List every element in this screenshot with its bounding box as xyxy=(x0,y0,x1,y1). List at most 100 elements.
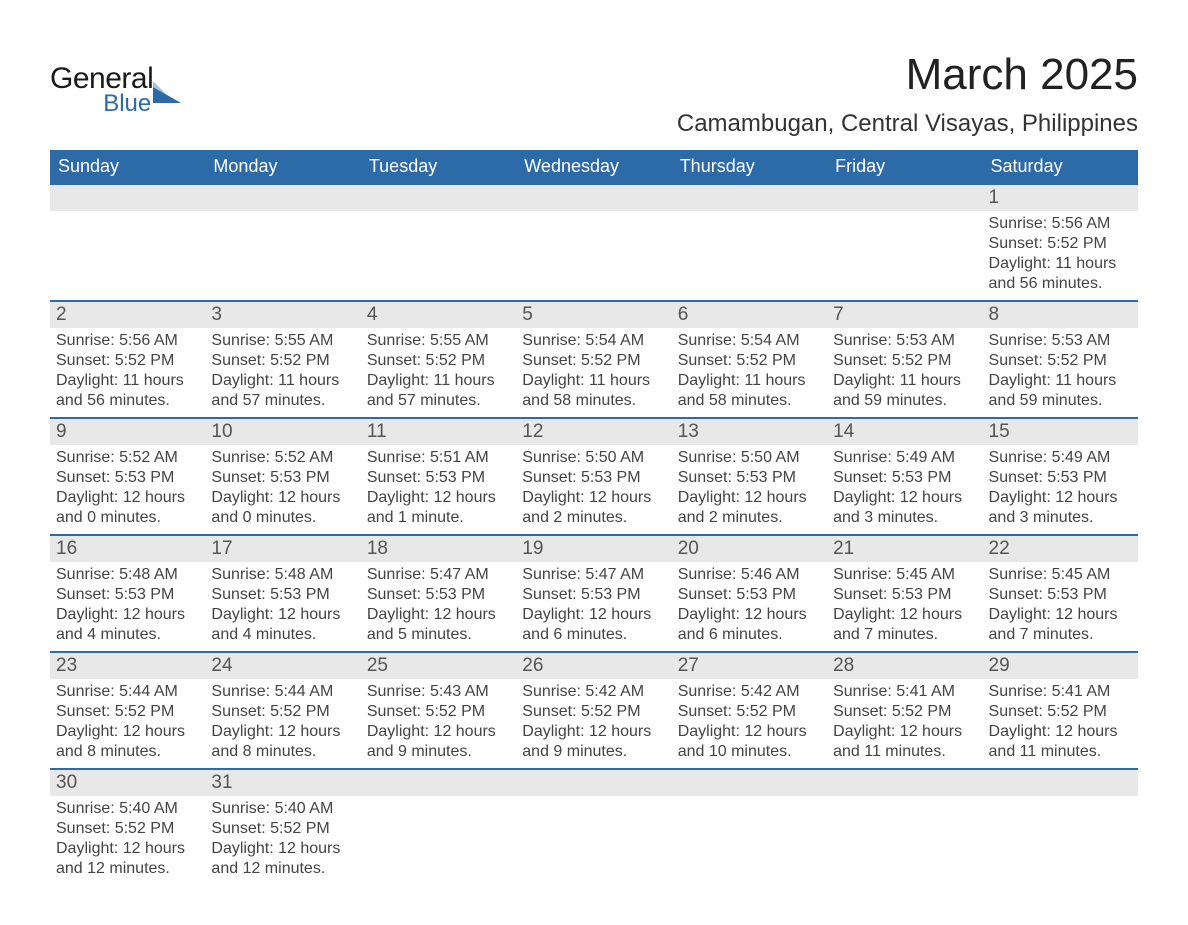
day-number: 26 xyxy=(522,655,543,676)
day-info-cell xyxy=(983,796,1138,885)
day-number-cell xyxy=(50,184,205,211)
day-sunset: Sunset: 5:53 PM xyxy=(678,468,821,488)
day-label: Tuesday xyxy=(361,150,516,184)
day-number-cell: 27 xyxy=(672,652,827,679)
day-sunrise: Sunrise: 5:43 AM xyxy=(367,682,510,702)
day-number-cell: 1 xyxy=(983,184,1138,211)
day-dl1: Daylight: 11 hours xyxy=(211,371,354,391)
day-dl1: Daylight: 12 hours xyxy=(522,605,665,625)
day-dl2: and 8 minutes. xyxy=(56,742,199,762)
day-sunset: Sunset: 5:52 PM xyxy=(989,234,1132,254)
day-sunset: Sunset: 5:52 PM xyxy=(678,351,821,371)
day-dl2: and 59 minutes. xyxy=(833,391,976,411)
day-sunrise: Sunrise: 5:52 AM xyxy=(211,448,354,468)
day-sunset: Sunset: 5:53 PM xyxy=(833,585,976,605)
day-sunrise: Sunrise: 5:50 AM xyxy=(678,448,821,468)
day-dl2: and 3 minutes. xyxy=(989,508,1132,528)
day-dl1: Daylight: 11 hours xyxy=(678,371,821,391)
day-dl1: Daylight: 12 hours xyxy=(56,488,199,508)
day-info-cell: Sunrise: 5:42 AMSunset: 5:52 PMDaylight:… xyxy=(672,679,827,769)
day-dl2: and 5 minutes. xyxy=(367,625,510,645)
day-sunset: Sunset: 5:52 PM xyxy=(211,819,354,839)
day-number: 2 xyxy=(56,304,67,325)
day-dl1: Daylight: 12 hours xyxy=(833,488,976,508)
day-sunrise: Sunrise: 5:54 AM xyxy=(678,331,821,351)
brand-logo: General Blue xyxy=(50,64,181,116)
day-info-cell: Sunrise: 5:48 AMSunset: 5:53 PMDaylight:… xyxy=(205,562,360,652)
day-sunset: Sunset: 5:52 PM xyxy=(367,351,510,371)
day-number-cell: 7 xyxy=(827,301,982,328)
day-dl2: and 59 minutes. xyxy=(989,391,1132,411)
day-dl2: and 7 minutes. xyxy=(989,625,1132,645)
day-sunset: Sunset: 5:53 PM xyxy=(989,468,1132,488)
day-sunset: Sunset: 5:52 PM xyxy=(833,351,976,371)
day-sunrise: Sunrise: 5:45 AM xyxy=(989,565,1132,585)
day-dl1: Daylight: 12 hours xyxy=(833,722,976,742)
day-number: 18 xyxy=(367,538,388,559)
day-sunrise: Sunrise: 5:49 AM xyxy=(989,448,1132,468)
day-number-cell: 26 xyxy=(516,652,671,679)
day-number: 23 xyxy=(56,655,77,676)
day-info-cell: Sunrise: 5:44 AMSunset: 5:52 PMDaylight:… xyxy=(205,679,360,769)
day-number-cell: 18 xyxy=(361,535,516,562)
day-info-cell: Sunrise: 5:46 AMSunset: 5:53 PMDaylight:… xyxy=(672,562,827,652)
dayinfo-row: Sunrise: 5:52 AMSunset: 5:53 PMDaylight:… xyxy=(50,445,1138,535)
day-info-cell: Sunrise: 5:48 AMSunset: 5:53 PMDaylight:… xyxy=(50,562,205,652)
day-info-cell xyxy=(361,796,516,885)
day-sunset: Sunset: 5:53 PM xyxy=(211,468,354,488)
day-number-cell: 5 xyxy=(516,301,671,328)
daynum-row: 1 xyxy=(50,184,1138,211)
day-info-cell xyxy=(50,211,205,301)
day-dl1: Daylight: 11 hours xyxy=(367,371,510,391)
day-sunrise: Sunrise: 5:47 AM xyxy=(522,565,665,585)
day-sunrise: Sunrise: 5:44 AM xyxy=(56,682,199,702)
day-label: Friday xyxy=(827,150,982,184)
day-sunset: Sunset: 5:53 PM xyxy=(367,468,510,488)
day-sunset: Sunset: 5:52 PM xyxy=(522,351,665,371)
day-number: 5 xyxy=(522,304,533,325)
day-sunrise: Sunrise: 5:50 AM xyxy=(522,448,665,468)
day-number-cell xyxy=(827,769,982,796)
day-sunset: Sunset: 5:52 PM xyxy=(678,702,821,722)
day-number-cell: 10 xyxy=(205,418,360,445)
day-dl1: Daylight: 11 hours xyxy=(833,371,976,391)
day-info-cell: Sunrise: 5:47 AMSunset: 5:53 PMDaylight:… xyxy=(516,562,671,652)
day-dl2: and 6 minutes. xyxy=(522,625,665,645)
day-sunrise: Sunrise: 5:40 AM xyxy=(56,799,199,819)
day-dl1: Daylight: 12 hours xyxy=(522,722,665,742)
day-number: 29 xyxy=(989,655,1010,676)
day-sunrise: Sunrise: 5:54 AM xyxy=(522,331,665,351)
day-info-cell xyxy=(516,211,671,301)
day-sunrise: Sunrise: 5:41 AM xyxy=(833,682,976,702)
day-number-cell: 3 xyxy=(205,301,360,328)
day-dl2: and 4 minutes. xyxy=(56,625,199,645)
day-dl2: and 8 minutes. xyxy=(211,742,354,762)
day-number-cell: 9 xyxy=(50,418,205,445)
day-dl2: and 2 minutes. xyxy=(678,508,821,528)
day-number-cell xyxy=(827,184,982,211)
day-dl1: Daylight: 11 hours xyxy=(989,371,1132,391)
daynum-row: 9101112131415 xyxy=(50,418,1138,445)
day-info-cell xyxy=(361,211,516,301)
day-sunrise: Sunrise: 5:40 AM xyxy=(211,799,354,819)
day-info-cell xyxy=(827,211,982,301)
day-number: 21 xyxy=(833,538,854,559)
day-number: 25 xyxy=(367,655,388,676)
day-dl2: and 9 minutes. xyxy=(522,742,665,762)
day-number-cell: 22 xyxy=(983,535,1138,562)
day-info-cell: Sunrise: 5:50 AMSunset: 5:53 PMDaylight:… xyxy=(672,445,827,535)
day-number-cell: 14 xyxy=(827,418,982,445)
day-number-cell: 23 xyxy=(50,652,205,679)
day-number-cell: 30 xyxy=(50,769,205,796)
day-dl2: and 6 minutes. xyxy=(678,625,821,645)
day-dl1: Daylight: 12 hours xyxy=(56,839,199,859)
day-sunset: Sunset: 5:52 PM xyxy=(211,351,354,371)
dayinfo-row: Sunrise: 5:56 AMSunset: 5:52 PMDaylight:… xyxy=(50,328,1138,418)
day-sunset: Sunset: 5:53 PM xyxy=(678,585,821,605)
day-header-row: Sunday Monday Tuesday Wednesday Thursday… xyxy=(50,150,1138,184)
day-dl1: Daylight: 12 hours xyxy=(989,605,1132,625)
day-number-cell: 12 xyxy=(516,418,671,445)
day-info-cell: Sunrise: 5:55 AMSunset: 5:52 PMDaylight:… xyxy=(205,328,360,418)
day-dl1: Daylight: 12 hours xyxy=(367,605,510,625)
daynum-row: 2345678 xyxy=(50,301,1138,328)
